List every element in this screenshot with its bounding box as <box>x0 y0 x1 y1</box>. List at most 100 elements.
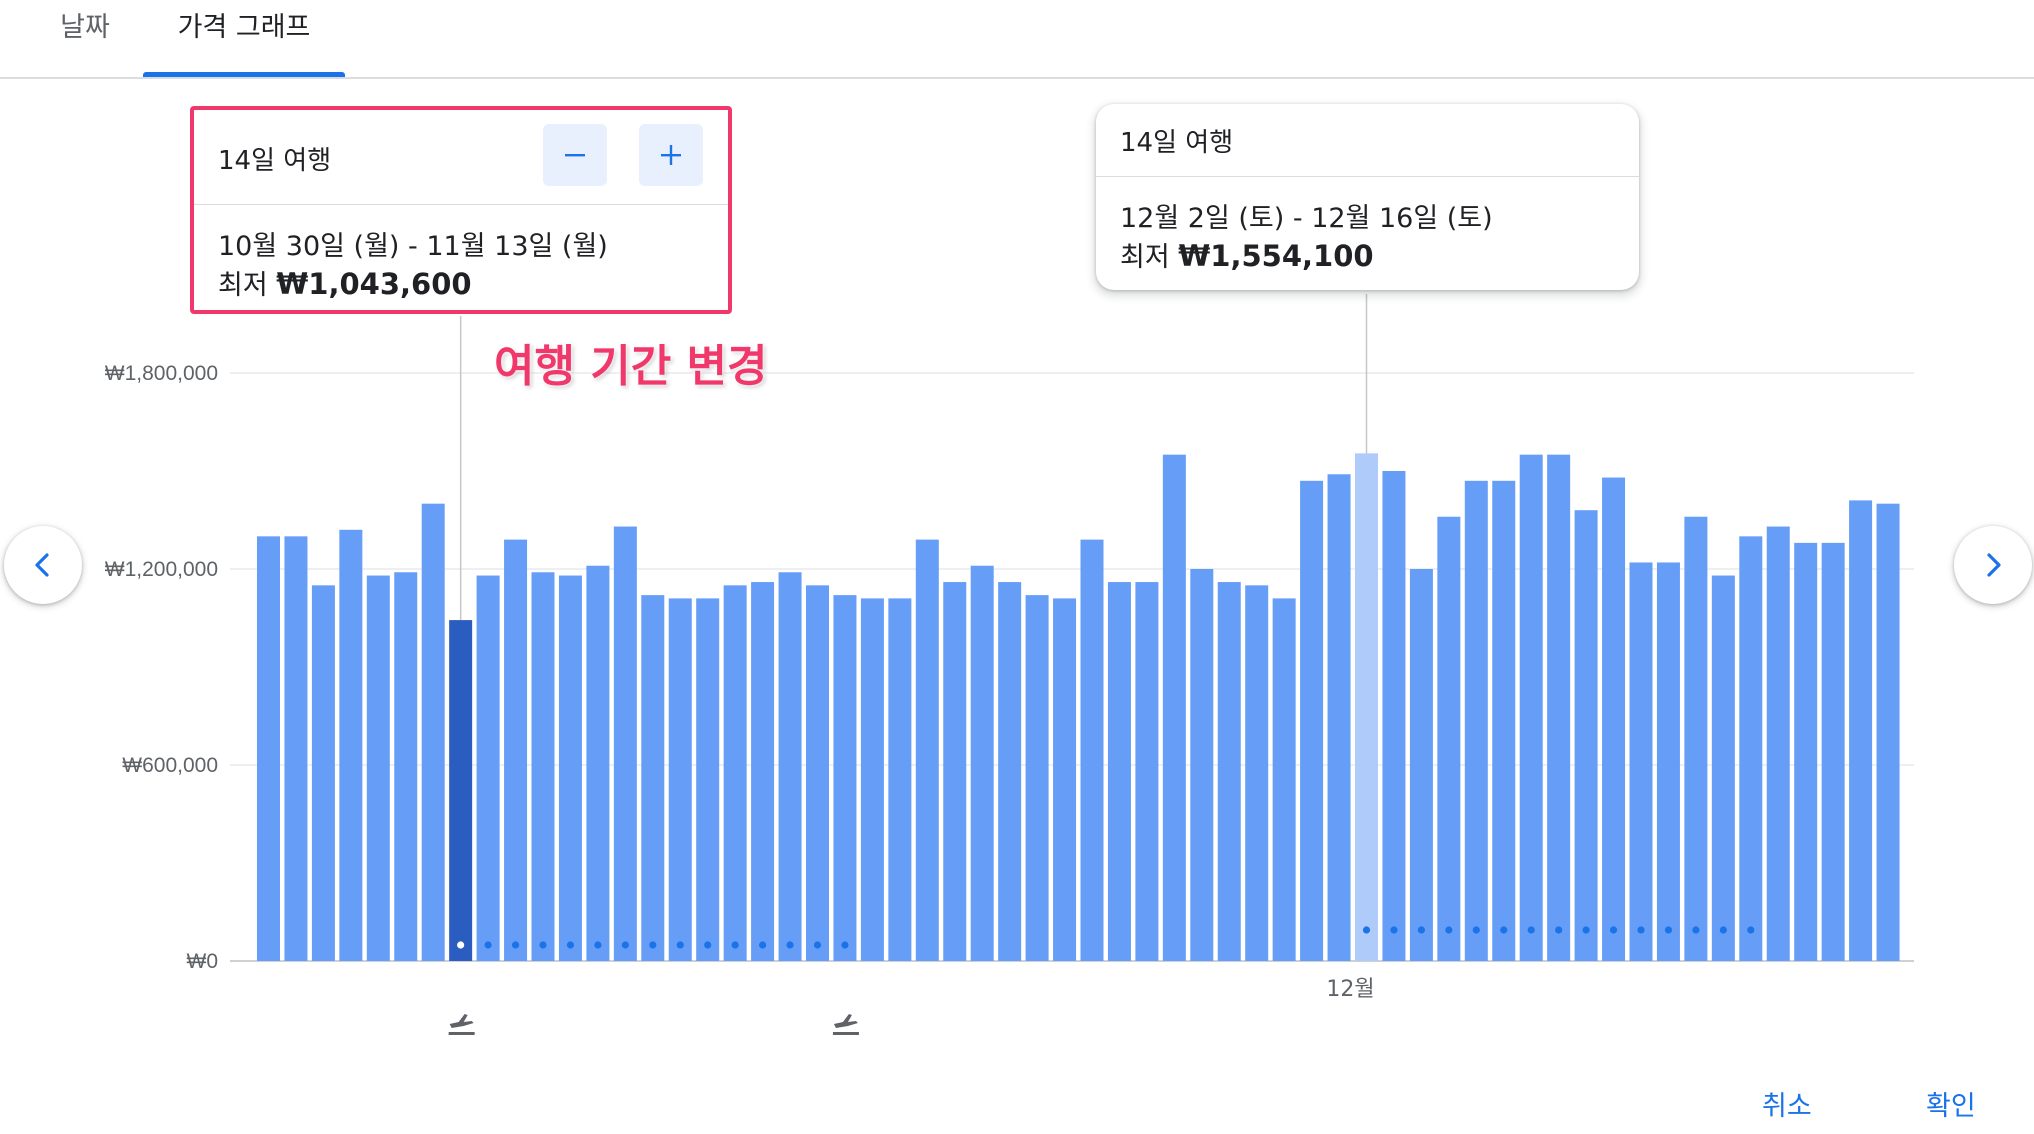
tab-active-indicator <box>143 72 345 77</box>
price-bar[interactable] <box>1272 598 1296 961</box>
price-bar[interactable] <box>1080 539 1104 961</box>
price-bar[interactable] <box>998 582 1022 961</box>
price-bar[interactable] <box>806 585 829 961</box>
trip-day-dot <box>1555 926 1563 934</box>
selected-trip-dates: 10월 30일 (월) - 11월 13일 (월) <box>218 231 608 262</box>
price-bar[interactable] <box>1053 598 1077 961</box>
selected-trip-price: 최저 ₩1,043,600 <box>218 263 472 302</box>
selected-trip-card-header: 14일 여행 <box>194 110 728 205</box>
tooltip-guide-lines <box>459 294 1368 621</box>
price-bar[interactable] <box>476 575 500 961</box>
price-bar[interactable] <box>1602 477 1626 961</box>
chevron-right-icon <box>1987 553 2001 577</box>
price-bar[interactable] <box>943 582 967 961</box>
tab-dates[interactable]: 날짜 <box>60 12 110 43</box>
price-bar[interactable] <box>1766 526 1790 961</box>
chevron-left-icon <box>35 553 49 577</box>
price-bar[interactable] <box>284 536 308 961</box>
price-bar[interactable] <box>1327 474 1351 961</box>
previous-dates-button[interactable] <box>4 526 82 604</box>
price-bar[interactable] <box>833 595 857 961</box>
price-bar[interactable] <box>1464 480 1488 961</box>
trip-day-dot <box>511 941 520 949</box>
trip-day-dot <box>841 941 849 949</box>
price-bar[interactable] <box>1684 516 1708 961</box>
selected-bar[interactable] <box>449 620 473 961</box>
change-trip-length-annotation: 여행 기간 변경 <box>494 341 768 392</box>
price-bar[interactable] <box>394 572 418 961</box>
price-bar[interactable] <box>421 503 445 961</box>
price-bar[interactable] <box>1629 562 1653 961</box>
price-prefix: 최저 <box>1120 242 1170 273</box>
price-bar[interactable] <box>1162 454 1186 961</box>
price-bar[interactable] <box>915 539 939 961</box>
trip-day-dot <box>1637 926 1645 934</box>
price-bar[interactable] <box>1574 510 1598 961</box>
price-bar[interactable] <box>586 565 610 961</box>
hover-trip-card-header: 14일 여행 <box>1096 104 1639 177</box>
trip-day-dot <box>1445 926 1453 934</box>
cancel-button[interactable]: 취소 <box>1762 1091 1812 1122</box>
x-tick-label: 12월 <box>1326 977 1374 1002</box>
price-bar[interactable] <box>860 598 884 961</box>
confirm-button[interactable]: 확인 <box>1926 1091 1976 1122</box>
price-bar[interactable] <box>1025 595 1049 961</box>
price-bar[interactable] <box>1437 516 1461 961</box>
trip-day-dot <box>649 941 657 949</box>
trip-duration-dots <box>457 926 1755 949</box>
price-bar[interactable] <box>751 582 775 961</box>
hovered-bar[interactable] <box>1355 453 1378 961</box>
price-bar[interactable] <box>1382 471 1406 961</box>
price-bar[interactable] <box>1547 454 1571 961</box>
selected-trip-card: 14일 여행 10월 30일 (월) - 11월 13일 (월) 최저 ₩1,0… <box>190 106 732 314</box>
price-bar[interactable] <box>1519 454 1543 961</box>
price-bar[interactable] <box>1739 536 1763 961</box>
hover-trip-dates: 12월 2일 (토) - 12월 16일 (토) <box>1120 203 1493 234</box>
price-bar[interactable] <box>1217 582 1241 961</box>
price-bar[interactable] <box>1821 542 1845 961</box>
price-bar[interactable] <box>1245 585 1269 961</box>
trip-day-dot <box>621 941 629 949</box>
decrease-trip-length-button[interactable] <box>543 124 607 186</box>
price-bar[interactable] <box>1300 480 1324 961</box>
plus-icon <box>661 145 681 165</box>
price-bar[interactable] <box>1656 562 1680 961</box>
airplane-takeoff-icon <box>448 1014 475 1035</box>
price-bar[interactable] <box>1711 575 1735 961</box>
price-bar[interactable] <box>311 585 335 961</box>
price-bar[interactable] <box>1135 582 1159 961</box>
price-bar[interactable] <box>1190 569 1214 961</box>
price-bar[interactable] <box>257 536 280 961</box>
price-bar[interactable] <box>613 526 637 961</box>
trip-day-dot <box>1417 926 1425 934</box>
price-bar[interactable] <box>1107 582 1131 961</box>
trip-day-dot <box>1582 926 1590 934</box>
price-value: ₩1,554,100 <box>1178 239 1374 273</box>
price-bar[interactable] <box>558 575 582 961</box>
trip-day-dot <box>1664 926 1673 934</box>
trip-day-dot <box>1500 926 1508 934</box>
price-bar[interactable] <box>1492 480 1516 961</box>
price-bar[interactable] <box>723 585 747 961</box>
next-dates-button[interactable] <box>1954 526 2032 604</box>
price-bar[interactable] <box>970 565 994 961</box>
tab-price-graph[interactable]: 가격 그래프 <box>177 12 311 43</box>
price-bar[interactable] <box>1849 500 1873 961</box>
price-bar[interactable] <box>778 572 802 961</box>
price-bar[interactable] <box>641 595 665 961</box>
price-bar[interactable] <box>696 598 720 961</box>
price-bar[interactable] <box>888 598 912 961</box>
trip-day-dot <box>759 941 767 949</box>
increase-trip-length-button[interactable] <box>639 124 703 186</box>
price-bar[interactable] <box>531 572 555 961</box>
tab-bar: 날짜 가격 그래프 <box>0 0 2034 79</box>
trip-day-dot <box>676 941 684 949</box>
price-bar[interactable] <box>1876 503 1900 961</box>
price-bar[interactable] <box>1409 569 1433 961</box>
price-bar[interactable] <box>504 539 528 961</box>
price-bar[interactable] <box>366 575 390 961</box>
price-bar[interactable] <box>339 529 363 961</box>
price-bar[interactable] <box>668 598 692 961</box>
price-bar[interactable] <box>1794 542 1818 961</box>
